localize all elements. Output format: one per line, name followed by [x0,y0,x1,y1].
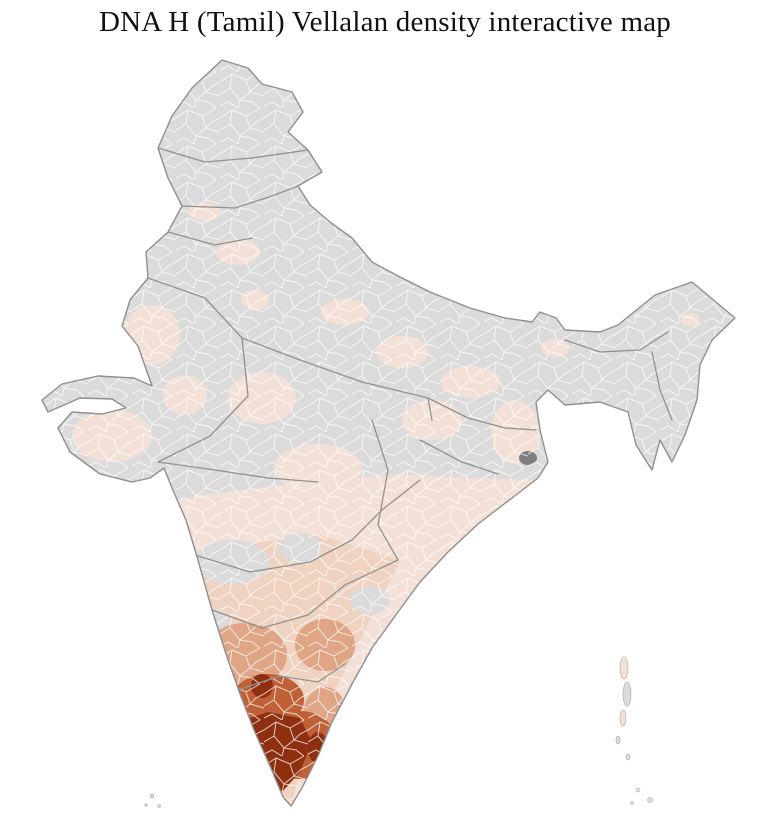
india-outline [41,59,736,807]
andaman-nicobar-islands[interactable] [615,656,653,805]
page-title: DNA H (Tamil) Vellalan density interacti… [99,6,671,38]
lakshadweep-islands[interactable] [144,793,161,808]
density-layer [42,60,735,806]
district-boundaries-layer [42,60,735,806]
